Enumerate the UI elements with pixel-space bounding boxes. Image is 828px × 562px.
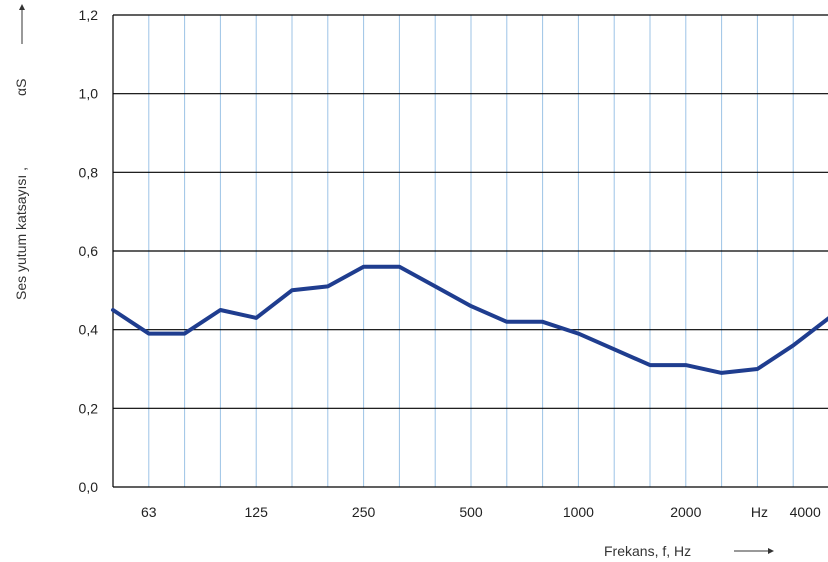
y-axis-symbol: αS <box>13 79 29 96</box>
x-axis-arrow-icon <box>734 548 774 554</box>
y-tick-labels: 0,0 0,2 0,4 0,6 0,8 1,0 1,2 <box>79 7 99 495</box>
x-tick-label: 4000 <box>790 504 821 520</box>
x-tick-label: 500 <box>459 504 483 520</box>
y-tick-label: 0,2 <box>79 400 99 416</box>
grid <box>112 14 828 488</box>
y-tick-label: 0,6 <box>79 243 99 259</box>
series-group <box>111 264 828 375</box>
y-tick-label: 0,4 <box>79 322 99 338</box>
y-tick-label: 0,8 <box>79 164 99 180</box>
x-unit-label: Hz <box>751 504 768 520</box>
y-axis-label: Ses yutum katsayısı , <box>13 167 29 300</box>
y-tick-label: 1,2 <box>79 7 99 23</box>
x-tick-labels: 63 125 250 500 1000 2000 Hz 4000 <box>141 504 821 520</box>
x-tick-label: 63 <box>141 504 157 520</box>
x-tick-label: 1000 <box>563 504 594 520</box>
y-axis-arrow-icon <box>19 4 25 44</box>
x-axis-label: Frekans, f, Hz <box>604 543 691 559</box>
y-tick-label: 1,0 <box>79 86 99 102</box>
y-tick-label: 0,0 <box>79 479 99 495</box>
x-tick-label: 250 <box>352 504 376 520</box>
x-tick-label: 2000 <box>670 504 701 520</box>
x-tick-label: 125 <box>245 504 269 520</box>
